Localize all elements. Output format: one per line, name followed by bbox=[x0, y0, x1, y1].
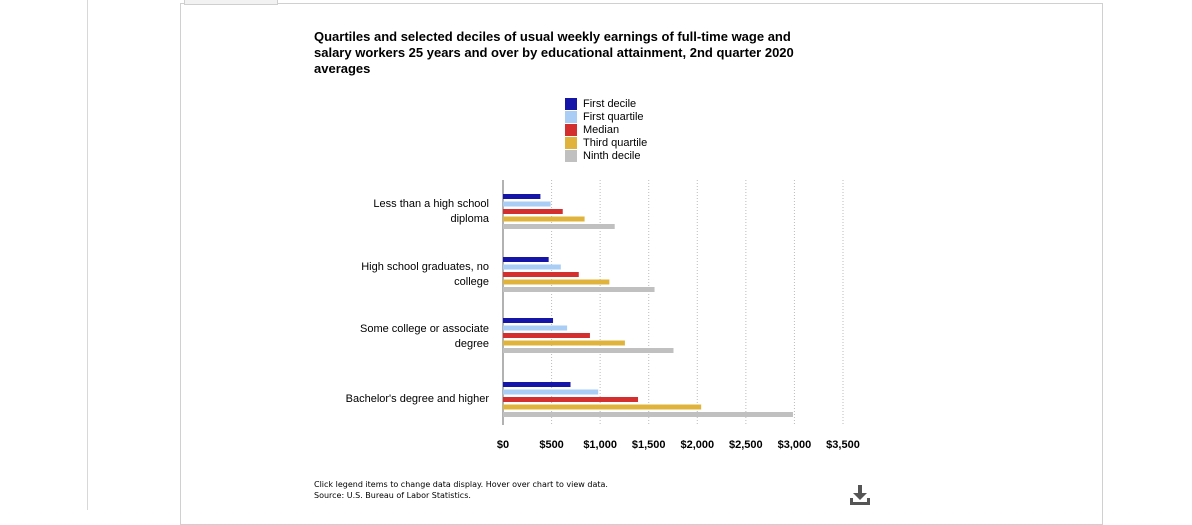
bar-first-quartile[interactable] bbox=[503, 201, 551, 207]
bar-median[interactable] bbox=[503, 333, 590, 338]
bar-first-decile[interactable] bbox=[503, 318, 554, 323]
category-label-high-school-graduates: High school graduates, no college bbox=[289, 260, 489, 290]
tab-stub[interactable] bbox=[184, 0, 278, 5]
chart-title-line-3: averages bbox=[314, 61, 371, 76]
bar-first-quartile[interactable] bbox=[503, 264, 561, 270]
legend-swatch-median bbox=[565, 123, 577, 136]
bar-third-quartile[interactable] bbox=[503, 404, 702, 410]
legend-label-ninth-decile: Ninth decile bbox=[583, 149, 641, 162]
download-icon[interactable] bbox=[849, 484, 871, 506]
x-tick-label: $500 bbox=[539, 439, 563, 451]
download-icon-glyph bbox=[850, 485, 870, 505]
category-label-line-1: High school graduates, no bbox=[361, 261, 489, 273]
legend-item-first-quartile[interactable]: First quartile bbox=[565, 110, 647, 123]
category-label-line-1: Some college or associate bbox=[359, 323, 489, 335]
category-label-line-1: Less than a high school bbox=[373, 198, 489, 210]
legend-item-third-quartile[interactable]: Third quartile bbox=[565, 136, 647, 149]
legend-swatch-first-quartile bbox=[565, 110, 577, 123]
chart-bars[interactable] bbox=[503, 194, 793, 417]
category-label-line-2: diploma bbox=[450, 213, 489, 225]
category-label-line-2: degree bbox=[454, 338, 489, 350]
x-axis-tick-labels: $0 $500 $1,000 $1,500 $2,000 $2,500 $3,000 $3,5… bbox=[497, 439, 860, 451]
x-tick-label: $3,000 bbox=[778, 439, 812, 451]
bar-ninth-decile[interactable] bbox=[503, 348, 674, 353]
category-label-some-college: Some college or associate degree bbox=[289, 322, 489, 352]
category-label-less-than-high-school: Less than a high school diploma bbox=[289, 197, 489, 227]
chart-footnote: Click legend items to change data displa… bbox=[314, 479, 608, 501]
bar-first-decile[interactable] bbox=[503, 194, 541, 199]
category-label-line-2: college bbox=[454, 276, 489, 288]
category-label-bachelors: Bachelor's degree and higher bbox=[289, 392, 489, 407]
bar-third-quartile[interactable] bbox=[503, 340, 625, 346]
chart-panel bbox=[180, 3, 1103, 525]
x-tick-label: $2,500 bbox=[729, 439, 763, 451]
bar-ninth-decile[interactable] bbox=[503, 412, 793, 417]
bar-first-decile[interactable] bbox=[503, 382, 571, 387]
bar-third-quartile[interactable] bbox=[503, 216, 585, 222]
legend-swatch-third-quartile bbox=[565, 136, 577, 149]
x-tick-label: $0 bbox=[497, 439, 509, 451]
bar-first-decile[interactable] bbox=[503, 257, 549, 262]
x-tick-label: $3,500 bbox=[826, 439, 860, 451]
chart-title-line-2: salary workers 25 years and over by educ… bbox=[314, 45, 794, 60]
bar-third-quartile[interactable] bbox=[503, 279, 610, 285]
x-tick-label: $1,500 bbox=[632, 439, 666, 451]
bar-ninth-decile[interactable] bbox=[503, 224, 615, 229]
legend-item-first-decile[interactable]: First decile bbox=[565, 97, 647, 110]
legend-label-first-decile: First decile bbox=[583, 97, 637, 110]
legend-label-third-quartile: Third quartile bbox=[583, 136, 648, 149]
legend-swatch-first-decile bbox=[565, 97, 577, 110]
footnote-instructions: Click legend items to change data displa… bbox=[314, 480, 608, 489]
legend-item-median[interactable]: Median bbox=[565, 123, 647, 136]
x-tick-label: $1,000 bbox=[583, 439, 617, 451]
legend-label-first-quartile: First quartile bbox=[583, 110, 644, 123]
chart-title: Quartiles and selected deciles of usual … bbox=[314, 29, 814, 77]
x-tick-label: $2,000 bbox=[680, 439, 714, 451]
bar-median[interactable] bbox=[503, 397, 639, 402]
legend-item-ninth-decile[interactable]: Ninth decile bbox=[565, 149, 647, 162]
chart-legend: First decile First quartile Median Third… bbox=[565, 97, 647, 162]
bar-median[interactable] bbox=[503, 272, 579, 277]
bar-first-quartile[interactable] bbox=[503, 389, 599, 395]
bar-chart-plot[interactable]: $0 $500 $1,000 $1,500 $2,000 $2,500 $3,000 $3,5… bbox=[0, 0, 1192, 510]
footnote-source: Source: U.S. Bureau of Labor Statistics. bbox=[314, 491, 471, 500]
page-left-rule bbox=[87, 0, 88, 510]
category-label-line-1: Bachelor's degree and higher bbox=[345, 393, 489, 405]
chart-title-line-1: Quartiles and selected deciles of usual … bbox=[314, 29, 791, 44]
bar-ninth-decile[interactable] bbox=[503, 287, 655, 292]
legend-swatch-ninth-decile bbox=[565, 149, 577, 162]
bar-median[interactable] bbox=[503, 209, 563, 214]
bar-first-quartile[interactable] bbox=[503, 325, 568, 331]
legend-label-median: Median bbox=[583, 123, 620, 136]
